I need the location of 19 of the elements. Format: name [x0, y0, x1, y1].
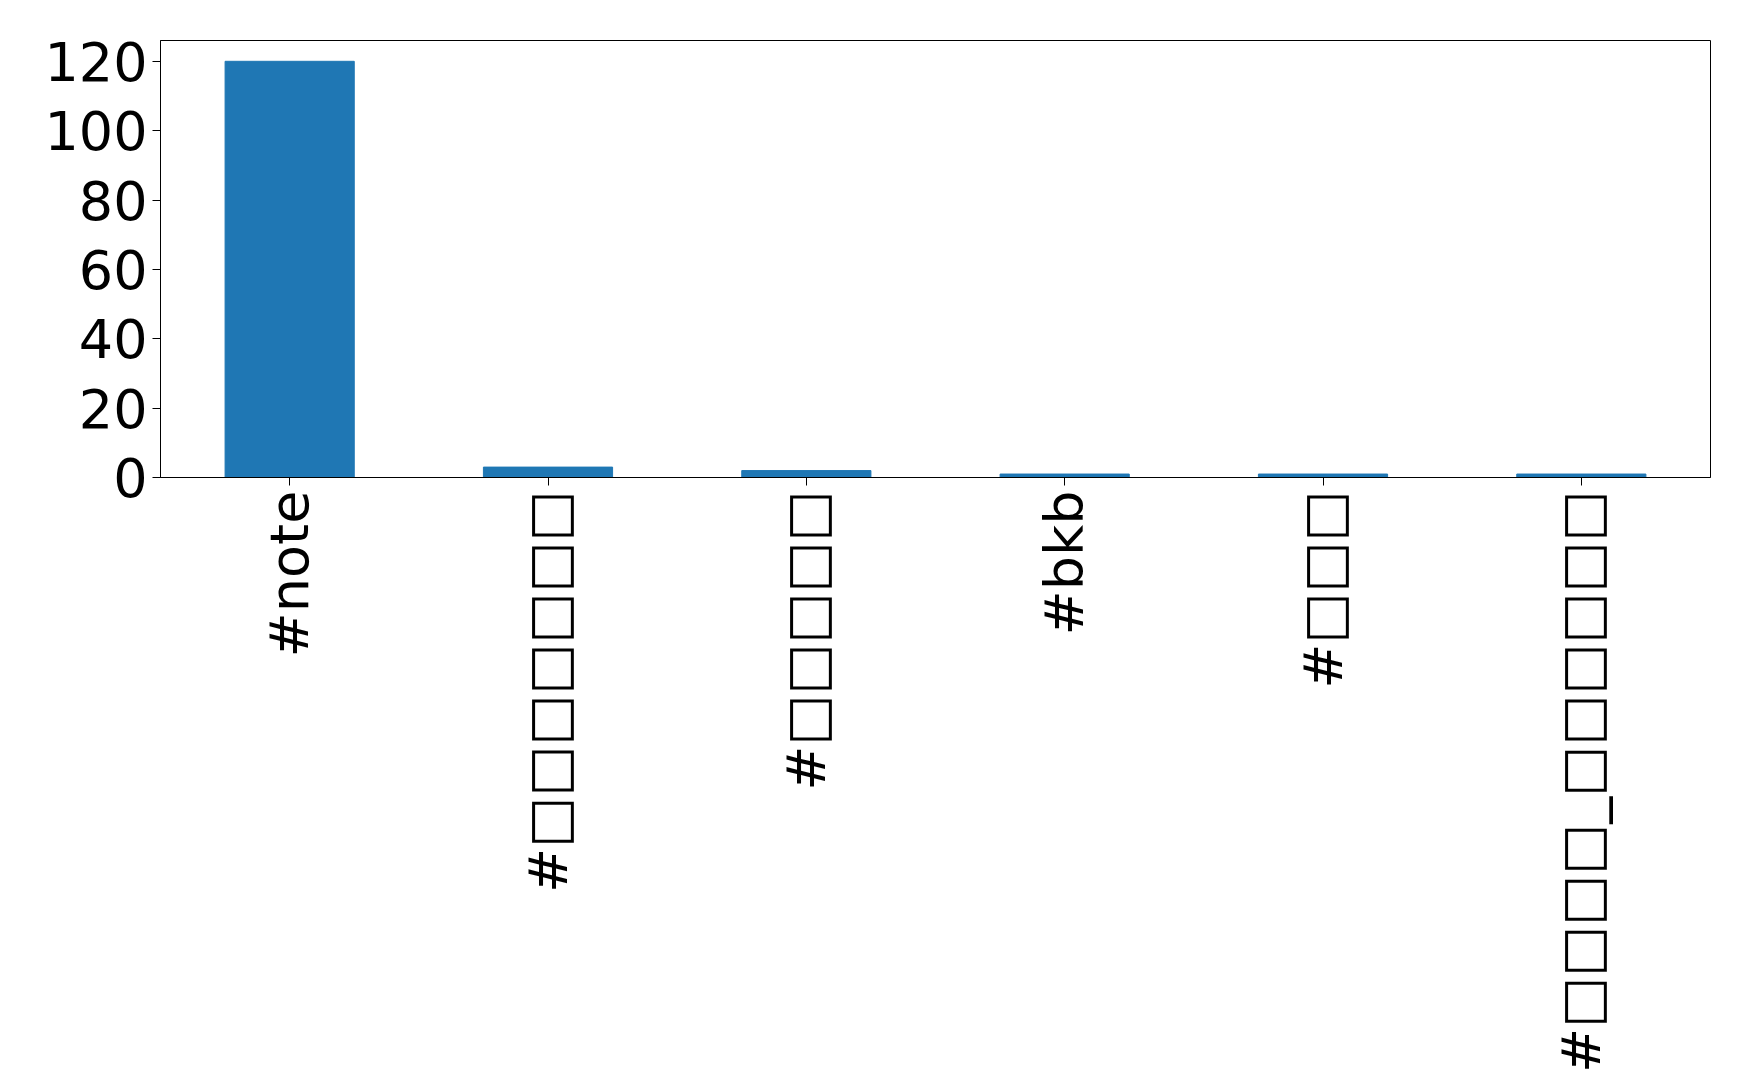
bar	[999, 473, 1130, 478]
y-tick-label: 60	[78, 238, 148, 302]
x-tick-label: #□□□□□□□	[516, 490, 580, 893]
bar	[1516, 473, 1647, 478]
x-tick-label: #bkb	[1033, 490, 1097, 636]
x-tick-label: #□□□□□	[774, 490, 838, 791]
y-tick-label: 0	[113, 447, 148, 510]
x-tick-label: #□□□□_□□□□□□	[1549, 490, 1613, 1073]
y-tick-label: 40	[78, 308, 148, 372]
bar	[482, 466, 614, 478]
bar	[741, 470, 872, 478]
x-tick-label: #□□□	[1291, 490, 1355, 689]
y-tick-label: 120	[44, 30, 148, 94]
x-tick-label: #note	[258, 490, 322, 658]
bar	[224, 60, 355, 478]
bar	[1257, 473, 1389, 478]
y-tick-label: 100	[44, 100, 148, 164]
y-tick-label: 80	[78, 169, 148, 233]
y-tick-label: 20	[78, 377, 148, 441]
